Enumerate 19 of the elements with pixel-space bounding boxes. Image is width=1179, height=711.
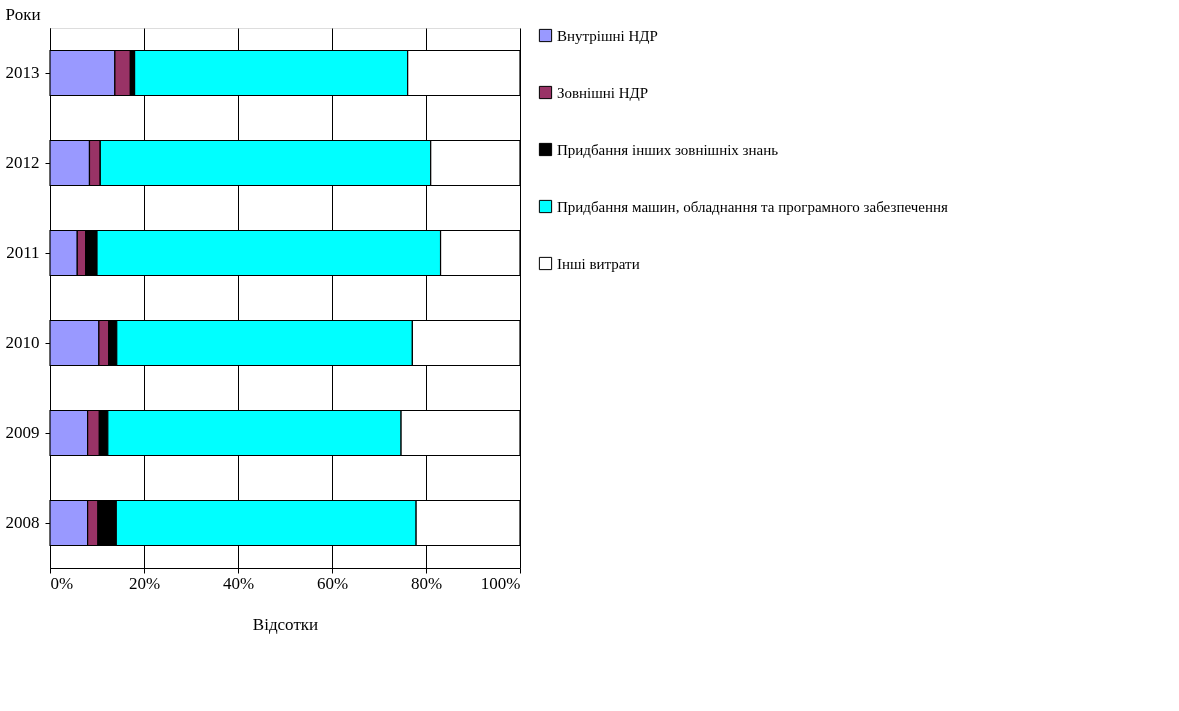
x-tick-label: 40% [222, 573, 255, 593]
legend-label: Внутрішні НДР [557, 27, 658, 44]
x-axis-title: Відсотки [252, 614, 319, 634]
x-tick-label: 100% [480, 573, 521, 593]
y-tick-label: 2012 [5, 153, 40, 172]
legend-label: Придбання машин, обладнання та програмного забезпечення [557, 198, 948, 215]
y-tick-label: 2011 [6, 243, 40, 262]
x-tick-label: 20% [128, 573, 161, 593]
y-tick-label: 2010 [5, 333, 40, 352]
legend-label: Зовнішні НДР [557, 84, 649, 101]
x-tick-label: 60% [316, 573, 349, 593]
y-tick-label: 2009 [5, 423, 40, 442]
x-tick-label: 80% [410, 573, 443, 593]
y-axis-title: Роки [5, 4, 41, 24]
x-tick-label: 0% [50, 573, 74, 593]
y-tick-label: 2013 [5, 63, 40, 82]
legend-label: Придбання інших зовнішніх знань [557, 141, 779, 158]
legend-label: Інші витрати [557, 255, 640, 272]
y-tick-label: 2008 [5, 513, 40, 532]
